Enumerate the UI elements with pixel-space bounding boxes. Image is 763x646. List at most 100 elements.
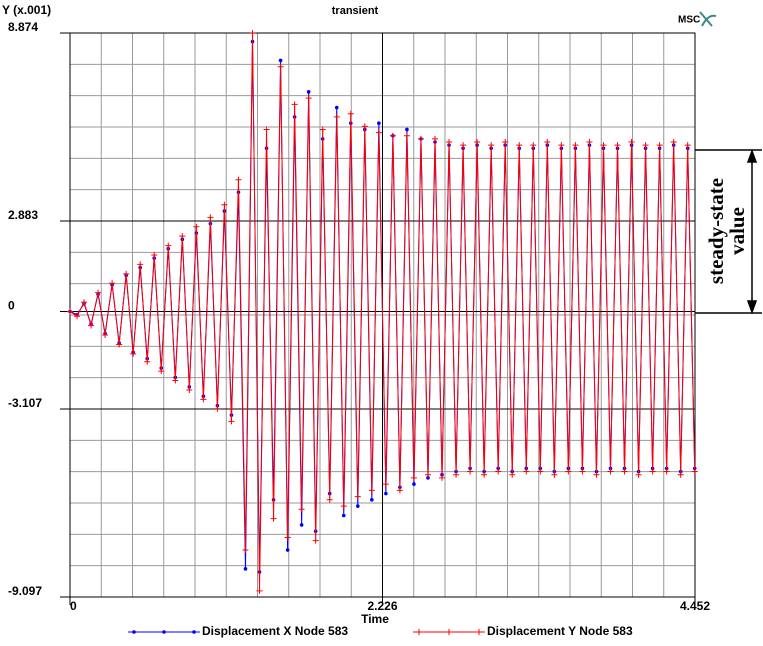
marker [361, 123, 368, 130]
y-tick-label: 0 [8, 299, 15, 313]
marker [368, 487, 375, 494]
marker [614, 142, 621, 149]
marker [144, 358, 151, 365]
marker [460, 142, 467, 149]
marker [677, 471, 684, 478]
legend-label: Displacement X Node 583 [202, 624, 348, 638]
marker [165, 242, 172, 249]
marker [424, 471, 431, 478]
marker [579, 468, 586, 475]
chart-title: transient [332, 5, 379, 17]
marker [334, 105, 339, 110]
marker [291, 101, 298, 108]
data-line [69, 33, 696, 591]
marker [249, 30, 256, 37]
marker [467, 468, 474, 475]
marker [172, 377, 179, 384]
marker [256, 587, 263, 594]
marker [593, 471, 600, 478]
series [67, 30, 698, 594]
marker [228, 418, 235, 425]
marker [642, 142, 649, 149]
x-tick-label: 4.452 [680, 599, 710, 613]
marker [109, 280, 116, 287]
marker [235, 176, 242, 183]
marker [656, 142, 663, 149]
marker [502, 139, 509, 146]
marker [67, 308, 73, 315]
legend-marker [192, 630, 196, 634]
marker [412, 482, 416, 486]
marker [88, 322, 95, 329]
marker [417, 135, 424, 142]
legend-marker [162, 630, 166, 634]
marker [284, 534, 291, 541]
marker [389, 132, 396, 139]
marker [691, 468, 698, 475]
marker [354, 493, 361, 500]
marker [488, 142, 495, 149]
marker [200, 396, 207, 403]
marker [670, 139, 677, 146]
legend-marker [132, 630, 136, 634]
marker [495, 468, 502, 475]
marker [382, 481, 389, 488]
steady-state-bracket [695, 148, 762, 315]
marker [551, 471, 558, 478]
marker [649, 468, 656, 475]
x-axis-label: Time [361, 612, 389, 626]
y-tick-label: 8.874 [8, 20, 38, 34]
annotation: value [725, 207, 749, 255]
marker [193, 223, 200, 230]
x-tick-label: 0 [70, 599, 77, 613]
marker [426, 476, 430, 480]
marker [298, 506, 305, 513]
marker [158, 368, 165, 375]
marker [186, 386, 193, 393]
marker [377, 121, 381, 125]
marker [341, 513, 346, 518]
legend-marker [416, 629, 422, 635]
marker [537, 468, 544, 475]
marker [123, 270, 130, 277]
marker [179, 233, 186, 240]
marker [453, 471, 460, 478]
marker [396, 487, 403, 494]
marker [355, 504, 360, 508]
marker [319, 126, 326, 133]
marker [410, 474, 417, 481]
marker [481, 471, 488, 478]
marker [278, 58, 283, 63]
marker [305, 95, 312, 102]
marker [586, 139, 593, 146]
marker [306, 90, 311, 94]
marker [530, 142, 537, 149]
marker [242, 547, 249, 554]
marker [285, 548, 290, 552]
marker [621, 468, 628, 475]
marker [326, 496, 333, 503]
marker [333, 113, 340, 120]
marker [95, 289, 102, 296]
marker [474, 139, 481, 146]
marker [628, 139, 635, 146]
y-tick-label: -3.107 [8, 396, 42, 410]
marker [137, 261, 144, 268]
marker [405, 127, 409, 132]
marker [446, 139, 453, 146]
marker [340, 503, 347, 510]
marker [516, 142, 523, 149]
annotation: steady-state [704, 178, 728, 284]
marker [299, 523, 304, 527]
marker [263, 126, 270, 133]
y-axis-label: Y (x.001) [2, 3, 51, 17]
logo: MSC [678, 15, 700, 26]
legend-marker [446, 629, 452, 635]
marker [277, 63, 284, 70]
marker [347, 110, 354, 117]
marker [116, 341, 123, 348]
marker [565, 468, 572, 475]
marker [635, 471, 642, 478]
y-tick-label: -9.097 [8, 584, 42, 598]
